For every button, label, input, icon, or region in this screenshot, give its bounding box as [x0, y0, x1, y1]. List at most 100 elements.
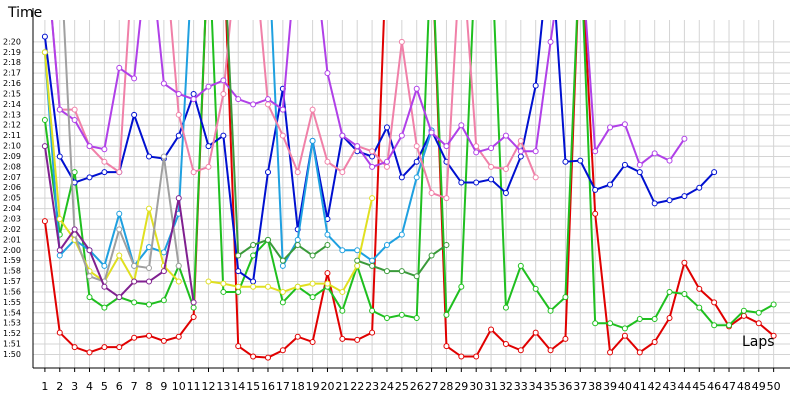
data-point: [279, 347, 286, 354]
y-tick-label: 1:58: [3, 267, 21, 276]
data-point: [71, 117, 78, 124]
series-line: [51, 20, 686, 169]
plot-area: [41, 20, 777, 361]
data-point: [369, 262, 376, 269]
data-point: [651, 200, 658, 207]
data-point: [651, 150, 658, 157]
data-point: [235, 252, 242, 259]
data-point: [696, 184, 703, 191]
data-point: [205, 83, 212, 90]
data-point: [458, 179, 465, 186]
data-point: [488, 145, 495, 152]
x-tick-label: 10: [172, 380, 186, 393]
data-point: [324, 70, 331, 77]
data-point: [681, 135, 688, 142]
x-tick-label: 26: [410, 380, 424, 393]
data-point: [398, 38, 405, 45]
data-point: [131, 262, 138, 269]
data-point: [488, 176, 495, 183]
data-point: [354, 336, 361, 343]
data-point: [146, 278, 153, 285]
data-point: [473, 353, 480, 360]
data-point: [309, 252, 316, 259]
data-point: [339, 132, 346, 139]
data-point: [116, 294, 123, 301]
data-point: [711, 322, 718, 329]
data-point: [517, 148, 524, 155]
data-point: [428, 189, 435, 196]
x-tick-label: 8: [146, 380, 153, 393]
data-point: [726, 322, 733, 329]
data-point: [621, 161, 628, 168]
data-point: [473, 179, 480, 186]
y-tick-label: 2:13: [3, 110, 21, 119]
x-axis-label: Laps: [742, 334, 775, 350]
data-point: [294, 169, 301, 176]
data-point: [205, 143, 212, 150]
data-point: [131, 75, 138, 82]
data-point: [56, 106, 63, 113]
data-point: [592, 148, 599, 155]
y-tick-label: 1:57: [3, 277, 21, 286]
data-point: [696, 304, 703, 311]
data-point: [250, 242, 257, 249]
data-point: [160, 80, 167, 87]
data-point: [592, 210, 599, 217]
y-tick-label: 2:08: [3, 162, 21, 171]
data-point: [369, 307, 376, 314]
data-point: [636, 161, 643, 168]
y-tick-label: 2:19: [3, 48, 21, 57]
data-point: [235, 96, 242, 103]
data-point: [755, 320, 762, 327]
data-point: [666, 314, 673, 321]
x-tick-label: 3: [71, 380, 78, 393]
data-point: [398, 268, 405, 275]
data-point: [279, 299, 286, 306]
data-point: [235, 343, 242, 350]
data-point: [607, 349, 614, 356]
data-point: [740, 312, 747, 319]
data-point: [175, 262, 182, 269]
data-point: [175, 278, 182, 285]
x-tick-label: 33: [514, 380, 528, 393]
y-tick-label: 2:01: [3, 235, 21, 244]
data-point: [532, 285, 539, 292]
y-tick-label: 2:05: [3, 194, 21, 203]
data-point: [607, 181, 614, 188]
y-tick-label: 2:09: [3, 152, 21, 161]
data-point: [770, 332, 777, 339]
data-point: [264, 101, 271, 108]
series-line: [43, 20, 715, 284]
data-point: [279, 257, 286, 264]
data-point: [41, 117, 48, 124]
y-tick-label: 2:20: [3, 37, 21, 46]
data-point: [383, 242, 390, 249]
data-point: [86, 143, 93, 150]
x-tick-label: 44: [677, 380, 691, 393]
data-point: [383, 124, 390, 131]
data-point: [175, 132, 182, 139]
data-point: [636, 349, 643, 356]
data-point: [160, 337, 167, 344]
data-point: [443, 143, 450, 150]
data-point: [101, 344, 108, 351]
data-point: [175, 90, 182, 97]
data-point: [383, 314, 390, 321]
x-tick-label: 9: [160, 380, 167, 393]
data-point: [547, 347, 554, 354]
data-point: [562, 335, 569, 342]
data-point: [101, 283, 108, 290]
data-point: [354, 257, 361, 264]
data-point: [369, 148, 376, 155]
data-point: [324, 231, 331, 238]
data-point: [146, 301, 153, 308]
data-point: [711, 299, 718, 306]
data-point: [264, 96, 271, 103]
data-point: [666, 157, 673, 164]
data-point: [56, 216, 63, 223]
x-tick-label: 41: [633, 380, 647, 393]
x-tick-label: 27: [425, 380, 439, 393]
data-point: [413, 273, 420, 280]
data-point: [502, 341, 509, 348]
y-tick-label: 2:03: [3, 215, 21, 224]
